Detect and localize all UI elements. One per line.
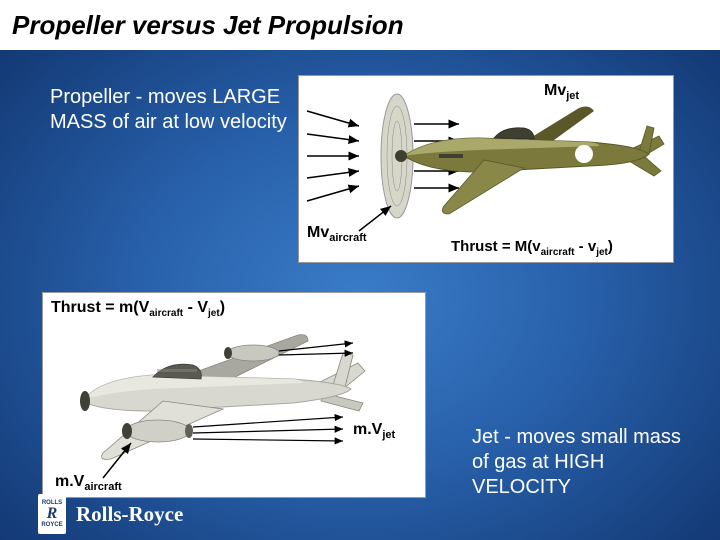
label-mv-jet-sub: jet bbox=[566, 90, 579, 102]
label-mvaircraft-pre: m.V bbox=[55, 473, 84, 490]
eq-sub1: aircraft bbox=[541, 247, 575, 258]
propeller-description: Propeller - moves LARGE MASS of air at l… bbox=[50, 85, 290, 135]
title-bar: Propeller versus Jet Propulsion bbox=[0, 0, 720, 50]
jet-figure: Thrust = m(Vaircraft - Vjet) m.Vjet m.Va… bbox=[42, 292, 426, 498]
eq-sub2: jet bbox=[208, 308, 220, 319]
eq-sub1: aircraft bbox=[149, 308, 183, 319]
eq-pre: Thrust = M(v bbox=[451, 238, 541, 255]
label-mvjet-pre: m.V bbox=[353, 421, 382, 438]
propeller-figure: Mvjet Mvaircraft Thrust = M(vaircraft - … bbox=[298, 75, 674, 263]
content-area: Propeller - moves LARGE MASS of air at l… bbox=[0, 50, 720, 540]
badge-bot: ROYCE bbox=[41, 522, 62, 528]
label-mv-aircraft-pre: Mv bbox=[307, 224, 329, 241]
eq-pre: Thrust = m(V bbox=[51, 299, 149, 316]
propeller-thrust-equation: Thrust = M(vaircraft - vjet) bbox=[451, 238, 613, 258]
label-mvjet-sub: jet bbox=[382, 429, 395, 441]
eq-post: ) bbox=[220, 299, 225, 316]
label-mv-jet-pre: Mv bbox=[544, 82, 566, 99]
label-mv-aircraft-sub: aircraft bbox=[329, 232, 366, 244]
rr-badge-icon: ROLLS R ROYCE bbox=[38, 494, 66, 534]
eq-mid: - V bbox=[183, 299, 208, 316]
page-title: Propeller versus Jet Propulsion bbox=[12, 10, 404, 41]
eq-sub2: jet bbox=[596, 247, 608, 258]
label-mv-jet-small: m.Vjet bbox=[353, 421, 395, 441]
badge-rr: R bbox=[47, 506, 58, 522]
label-mv-aircraft: Mvaircraft bbox=[307, 224, 367, 244]
jet-plane-svg bbox=[43, 293, 427, 499]
label-mvaircraft-sub: aircraft bbox=[84, 481, 121, 493]
jet-thrust-equation: Thrust = m(Vaircraft - Vjet) bbox=[51, 299, 225, 319]
jet-description: Jet - moves small mass of gas at HIGH VE… bbox=[472, 425, 692, 500]
brand-logo: ROLLS R ROYCE Rolls-Royce bbox=[38, 494, 183, 534]
eq-post: ) bbox=[608, 238, 613, 255]
eq-mid: - v bbox=[575, 238, 597, 255]
brand-name: Rolls-Royce bbox=[76, 502, 183, 527]
label-mv-jet: Mvjet bbox=[544, 82, 579, 102]
label-mv-aircraft-small: m.Vaircraft bbox=[55, 473, 122, 493]
